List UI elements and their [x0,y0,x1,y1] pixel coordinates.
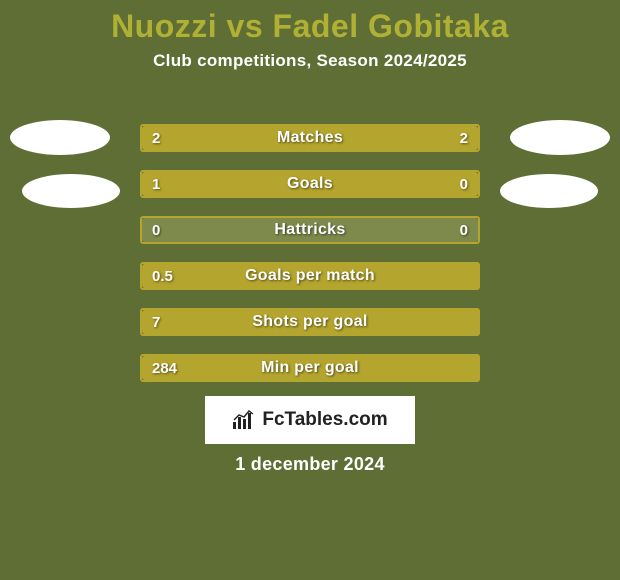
stat-value-right: 0 [460,218,468,242]
stat-value-left: 7 [152,310,160,334]
stat-label: Matches [142,126,478,150]
stat-value-left: 284 [152,356,177,380]
stat-value-left: 0.5 [152,264,173,288]
subtitle: Club competitions, Season 2024/2025 [0,51,620,71]
stat-value-left: 1 [152,172,160,196]
stat-row: Shots per goal7 [140,308,480,336]
player-avatar-right-2 [500,174,598,208]
stat-row: Goals1 0 [140,170,480,198]
stat-value-right: 0 [460,172,468,196]
stat-label: Shots per goal [142,310,478,334]
date-text: 1 december 2024 [0,454,620,475]
page-title: Nuozzi vs Fadel Gobitaka [0,0,620,45]
stat-row: Matches2 2 [140,124,480,152]
stat-row: Min per goal284 [140,354,480,382]
comparison-infographic: Nuozzi vs Fadel Gobitaka Club competitio… [0,0,620,580]
stat-row: Goals per match0.5 [140,262,480,290]
player-avatar-right-1 [510,120,610,155]
stat-label: Goals [142,172,478,196]
logo-text: FcTables.com [262,409,387,431]
stat-value-left: 2 [152,126,160,150]
player-avatar-left-1 [10,120,110,155]
stat-value-left: 0 [152,218,160,242]
stat-row: Hattricks0 0 [140,216,480,244]
bar-chart-icon [232,410,256,430]
stat-label: Goals per match [142,264,478,288]
player-avatar-left-2 [22,174,120,208]
stat-value-right: 2 [460,126,468,150]
stat-rows: Matches22Goals10Hattricks00Goals per mat… [140,124,480,400]
stat-label: Hattricks [142,218,478,242]
stat-label: Min per goal [142,356,478,380]
source-logo: FcTables.com [205,396,415,444]
